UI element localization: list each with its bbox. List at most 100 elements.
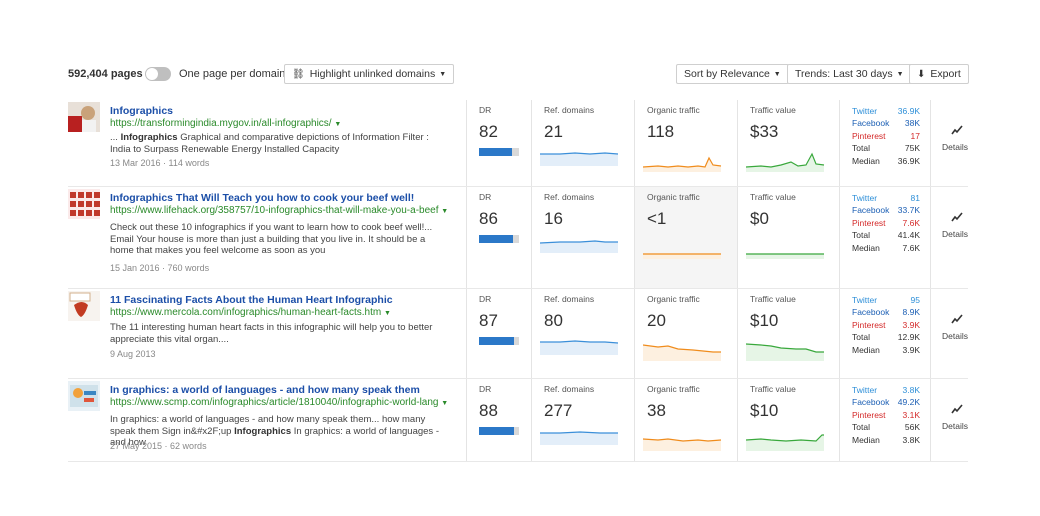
- dr-bar-fill: [479, 337, 514, 345]
- result-thumbnail[interactable]: [68, 102, 100, 132]
- dr-bar: [479, 337, 519, 345]
- result-row: Infographics https://transformingindia.my…: [68, 100, 968, 187]
- ref-domains-label: Ref. domains: [544, 294, 595, 304]
- result-title-link[interactable]: In graphics: a world of languages - and …: [110, 384, 420, 396]
- details-button[interactable]: Details: [930, 289, 969, 378]
- result-thumbnail[interactable]: [68, 381, 100, 411]
- organic-traffic-value[interactable]: <1: [647, 209, 667, 228]
- ref-domains-value[interactable]: 80: [544, 311, 563, 330]
- dr-label: DR: [479, 192, 492, 202]
- result-thumbnail[interactable]: [68, 291, 100, 321]
- dr-column: DR 87: [466, 289, 531, 378]
- dr-column: DR 82: [466, 100, 531, 186]
- facebook-count[interactable]: 49.2K: [897, 397, 920, 407]
- median-label: Median: [852, 243, 880, 253]
- twitter-count[interactable]: 95: [910, 295, 920, 305]
- details-button[interactable]: Details: [930, 100, 969, 186]
- twitter-count[interactable]: 3.8K: [902, 385, 921, 395]
- twitter-label: Twitter: [852, 106, 878, 116]
- pinterest-label: Pinterest: [852, 320, 886, 330]
- facebook-count[interactable]: 8.9K: [902, 307, 921, 317]
- chevron-down-icon[interactable]: ▼: [334, 121, 342, 128]
- result-date: 27 May 2015: [110, 441, 163, 451]
- twitter-count[interactable]: 81: [910, 193, 920, 203]
- result-description: ... Infographics Graphical and comparati…: [110, 132, 450, 155]
- highlight-unlinked-domains-button[interactable]: ⛓ Highlight unlinked domains ▼: [284, 64, 455, 84]
- pinterest-label: Pinterest: [852, 218, 886, 228]
- chevron-down-icon[interactable]: ▼: [441, 208, 449, 215]
- export-button[interactable]: ⬇ Export: [909, 64, 969, 84]
- desc-keyword: Infographics: [120, 132, 178, 143]
- median-label: Median: [852, 345, 880, 355]
- dr-value: 88: [479, 401, 498, 420]
- dr-label: DR: [479, 105, 492, 115]
- trends-dropdown[interactable]: Trends: Last 30 days ▼: [787, 64, 912, 84]
- word-count: 114 words: [168, 158, 210, 168]
- result-url: https://www.scmp.com/infographics/articl…: [110, 397, 439, 408]
- total-label: Total: [852, 422, 870, 432]
- dr-column: DR 88: [466, 379, 531, 461]
- organic-traffic-value[interactable]: 20: [647, 311, 666, 330]
- result-thumbnail[interactable]: [68, 189, 100, 219]
- total-count: 41.4K: [897, 230, 920, 240]
- word-count: 760 words: [167, 263, 210, 273]
- facebook-count[interactable]: 38K: [904, 118, 920, 128]
- details-button[interactable]: Details: [930, 379, 969, 461]
- dr-value: 82: [479, 122, 498, 141]
- result-title-link[interactable]: Infographics: [110, 105, 174, 117]
- sort-label: Sort by Relevance: [684, 68, 770, 80]
- traffic-value-column: Traffic value $33: [737, 100, 839, 186]
- traffic-value-sparkline: [746, 434, 824, 451]
- result-url-link[interactable]: https://www.lifehack.org/358757/10-infog…: [110, 205, 448, 216]
- ref-domains-label: Ref. domains: [544, 384, 595, 394]
- organic-traffic-column: Organic traffic 118: [634, 100, 737, 186]
- chevron-down-icon[interactable]: ▼: [441, 400, 449, 407]
- result-row: In graphics: a world of languages - and …: [68, 379, 968, 462]
- result-date: 15 Jan 2016: [110, 263, 160, 273]
- result-url-link[interactable]: https://www.mercola.com/infographics/hum…: [110, 307, 391, 318]
- chevron-down-icon[interactable]: ▼: [384, 310, 391, 317]
- result-url-link[interactable]: https://transformingindia.mygov.in/all-i…: [110, 118, 341, 129]
- ref-domains-sparkline: [540, 431, 618, 445]
- trends-label: Trends: Last 30 days: [795, 68, 893, 80]
- result-url: https://www.mercola.com/infographics/hum…: [110, 307, 382, 318]
- social-shares-column: Twitter 36.9K Facebook 38K Pinterest 17 Total 7…: [839, 100, 930, 186]
- export-label: Export: [930, 68, 961, 80]
- one-page-per-domain-toggle[interactable]: [145, 67, 171, 81]
- desc-text: In graphics: a world of languages - and …: [110, 425, 439, 449]
- result-url: https://www.lifehack.org/358757/10-infog…: [110, 205, 439, 216]
- traffic-value-sparkline: [746, 343, 824, 361]
- result-meta: 13 Mar 2016 · 114 words: [110, 158, 210, 168]
- result-date: 9 Aug 2013: [110, 349, 156, 359]
- dr-bar-fill: [479, 148, 512, 156]
- pinterest-count[interactable]: 7.6K: [902, 218, 921, 228]
- ref-domains-value[interactable]: 16: [544, 209, 563, 228]
- details-button[interactable]: Details: [930, 187, 969, 288]
- ref-domains-column: Ref. domains 80: [531, 289, 634, 378]
- dr-value: 86: [479, 209, 498, 228]
- organic-traffic-value[interactable]: 38: [647, 401, 666, 420]
- dr-bar: [479, 427, 519, 435]
- twitter-label: Twitter: [852, 295, 878, 305]
- result-url-link[interactable]: https://www.scmp.com/infographics/articl…: [110, 397, 448, 408]
- total-count: 12.9K: [897, 332, 920, 342]
- pinterest-count[interactable]: 3.9K: [902, 320, 921, 330]
- facebook-count[interactable]: 33.7K: [897, 205, 920, 215]
- ref-domains-value[interactable]: 277: [544, 401, 573, 420]
- sort-dropdown[interactable]: Sort by Relevance ▼: [676, 64, 789, 84]
- result-meta: 9 Aug 2013: [110, 349, 156, 359]
- pinterest-count[interactable]: 17: [910, 131, 920, 141]
- result-title-link[interactable]: Infographics That Will Teach you how to …: [110, 192, 415, 204]
- total-count: 56K: [904, 422, 920, 432]
- pinterest-count[interactable]: 3.1K: [902, 410, 921, 420]
- ref-domains-value[interactable]: 21: [544, 122, 563, 141]
- chevron-down-icon: ▼: [439, 71, 447, 78]
- median-label: Median: [852, 435, 880, 445]
- desc-keyword: Infographics: [234, 425, 292, 437]
- details-label: Details: [942, 331, 968, 341]
- traffic-value-column: Traffic value $10: [737, 289, 839, 378]
- traffic-value-sparkline: [746, 253, 824, 259]
- twitter-count[interactable]: 36.9K: [897, 106, 920, 116]
- organic-traffic-value[interactable]: 118: [647, 122, 675, 141]
- result-title-link[interactable]: 11 Fascinating Facts About the Human Hea…: [110, 294, 393, 306]
